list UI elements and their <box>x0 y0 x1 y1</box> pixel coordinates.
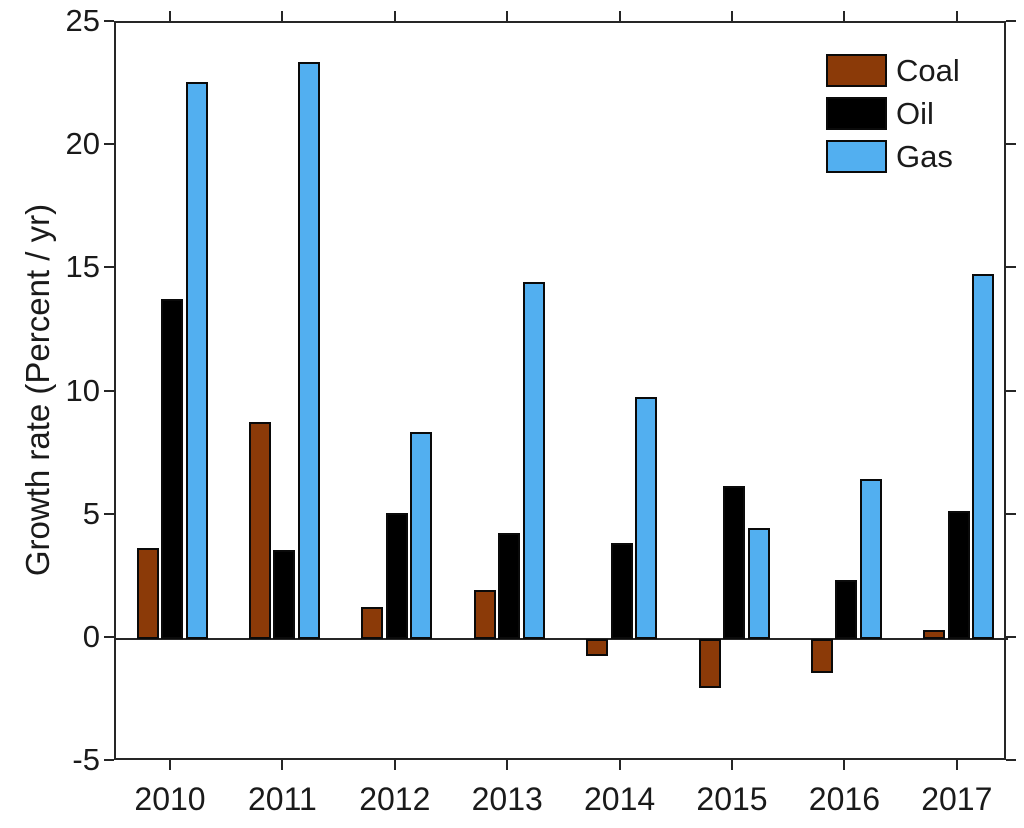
y-tick-label: 25 <box>65 3 100 38</box>
bar-coal-2011 <box>248 422 271 639</box>
y-tick-right <box>1006 20 1016 22</box>
x-tick-top <box>955 11 958 21</box>
y-tick-right <box>1006 635 1016 638</box>
x-tick-bottom <box>169 760 171 770</box>
y-tick-left <box>104 759 114 761</box>
bar-coal-2012 <box>361 606 384 639</box>
y-tick-right <box>1006 266 1016 269</box>
x-tick-bottom <box>955 760 958 770</box>
y-tick-label: 0 <box>82 618 100 654</box>
bar-oil-2012 <box>385 513 408 639</box>
zero-baseline <box>116 637 1008 640</box>
x-tick-top <box>618 11 621 21</box>
legend-item-gas: Gas <box>826 140 960 173</box>
x-tick-top <box>843 11 846 21</box>
bar-gas-2017 <box>972 274 995 639</box>
x-tick-top <box>506 11 509 21</box>
x-tick-label: 2015 <box>696 781 768 817</box>
x-tick-top <box>169 11 171 21</box>
bar-oil-2016 <box>835 579 858 639</box>
x-tick-label: 2013 <box>471 781 543 817</box>
x-tick-label: 2012 <box>359 781 431 817</box>
bar-gas-2016 <box>859 478 882 639</box>
x-tick-label: 2016 <box>808 781 880 817</box>
bar-oil-2017 <box>947 510 970 639</box>
x-tick-label: 2011 <box>247 781 317 817</box>
bar-coal-2017 <box>923 630 946 639</box>
bar-coal-2013 <box>473 589 496 639</box>
y-tick-label: 5 <box>82 495 100 531</box>
bar-coal-2014 <box>586 638 609 657</box>
y-tick-label: 20 <box>65 126 100 162</box>
x-tick-top <box>393 11 396 21</box>
legend-label-coal: Coal <box>896 53 960 88</box>
x-tick-label: 2010 <box>134 781 206 817</box>
bar-gas-2013 <box>522 281 545 639</box>
x-tick-bottom <box>843 760 846 770</box>
y-tick-right <box>1006 512 1016 515</box>
bar-oil-2013 <box>498 532 521 639</box>
y-tick-left <box>104 143 114 146</box>
bar-gas-2015 <box>747 527 770 639</box>
bar-coal-2015 <box>698 638 721 689</box>
x-tick-bottom <box>393 760 396 770</box>
legend-item-oil: Oil <box>826 97 960 130</box>
x-tick-bottom <box>731 760 733 770</box>
legend-swatch-gas <box>826 140 887 173</box>
y-tick-left <box>104 20 114 22</box>
y-tick-left <box>104 389 114 392</box>
y-tick-left <box>104 266 114 269</box>
x-tick-top <box>731 11 733 21</box>
bar-oil-2014 <box>610 542 633 639</box>
x-tick-bottom <box>506 760 509 770</box>
bar-oil-2015 <box>723 486 745 639</box>
y-tick-label: -5 <box>72 742 100 777</box>
legend-item-coal: Coal <box>826 54 960 87</box>
x-tick-top <box>281 11 284 21</box>
bar-oil-2010 <box>161 298 183 639</box>
x-tick-bottom <box>281 760 284 770</box>
y-tick-label: 10 <box>65 372 100 408</box>
bar-coal-2016 <box>810 638 833 674</box>
legend-label-oil: Oil <box>896 96 934 131</box>
bar-coal-2010 <box>136 547 159 639</box>
bar-gas-2014 <box>635 397 658 639</box>
y-tick-right <box>1006 759 1016 761</box>
x-tick-label: 2014 <box>584 781 656 817</box>
legend-swatch-coal <box>826 54 887 87</box>
legend: Coal Oil Gas <box>826 54 960 183</box>
x-tick-bottom <box>618 760 621 770</box>
bar-oil-2011 <box>273 550 296 639</box>
y-tick-label: 15 <box>65 249 100 285</box>
x-tick-label: 2017 <box>921 781 993 817</box>
bar-gas-2011 <box>297 62 320 639</box>
bar-gas-2010 <box>185 82 208 639</box>
bar-gas-2012 <box>410 431 433 639</box>
y-tick-right <box>1006 389 1016 392</box>
y-tick-left <box>104 512 114 515</box>
legend-label-gas: Gas <box>896 139 953 174</box>
y-tick-right <box>1006 143 1016 146</box>
legend-swatch-oil <box>826 97 887 130</box>
y-tick-left <box>104 635 114 638</box>
